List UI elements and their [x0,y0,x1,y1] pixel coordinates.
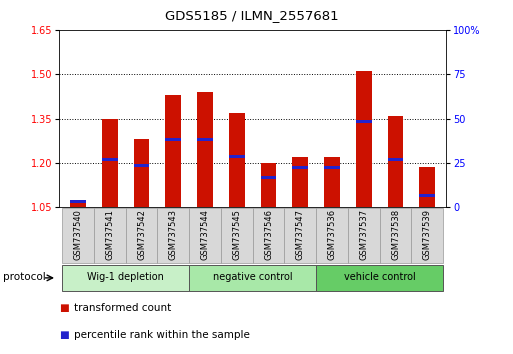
Text: GSM737538: GSM737538 [391,209,400,261]
Bar [165,138,181,141]
Bar [380,208,411,263]
Bar [221,208,253,263]
Bar [356,72,372,207]
Bar [133,139,149,207]
Text: GSM737543: GSM737543 [169,209,178,260]
Text: GSM737537: GSM737537 [359,209,368,261]
Bar [62,208,94,263]
Bar [292,166,308,169]
Text: GSM737546: GSM737546 [264,209,273,260]
Text: ■: ■ [59,303,69,313]
Bar [324,166,340,169]
Bar [292,157,308,207]
Bar [70,201,86,207]
Text: protocol: protocol [3,272,45,282]
Bar [189,208,221,263]
Text: GSM737547: GSM737547 [296,209,305,260]
Bar [229,155,245,158]
Bar [197,138,213,141]
Bar [94,208,126,263]
Text: ■: ■ [59,330,69,339]
Bar [388,158,403,161]
Text: GSM737545: GSM737545 [232,209,241,260]
Bar [126,208,157,263]
Text: GSM737540: GSM737540 [73,209,83,260]
Bar [316,265,443,291]
Text: GSM737539: GSM737539 [423,209,432,260]
Bar [229,113,245,207]
Text: Wig-1 depletion: Wig-1 depletion [87,272,164,282]
Text: negative control: negative control [213,272,292,282]
Bar [102,119,117,207]
Text: vehicle control: vehicle control [344,272,416,282]
Bar [261,176,277,179]
Bar [157,208,189,263]
Bar [419,194,435,197]
Bar [356,120,372,123]
Bar [324,157,340,207]
Bar [261,163,277,207]
Bar [411,208,443,263]
Bar [70,200,86,202]
Bar [284,208,316,263]
Bar [316,208,348,263]
Bar [419,167,435,207]
Bar [102,158,117,161]
Text: transformed count: transformed count [74,303,172,313]
Text: GSM737542: GSM737542 [137,209,146,260]
Bar [62,265,189,291]
Bar [253,208,284,263]
Bar [189,265,316,291]
Text: GDS5185 / ILMN_2557681: GDS5185 / ILMN_2557681 [165,9,338,22]
Bar [197,92,213,207]
Bar [133,164,149,167]
Text: GSM737541: GSM737541 [105,209,114,260]
Text: GSM737544: GSM737544 [201,209,209,260]
Bar [388,116,403,207]
Bar [165,95,181,207]
Bar [348,208,380,263]
Text: GSM737536: GSM737536 [327,209,337,261]
Text: percentile rank within the sample: percentile rank within the sample [74,330,250,339]
